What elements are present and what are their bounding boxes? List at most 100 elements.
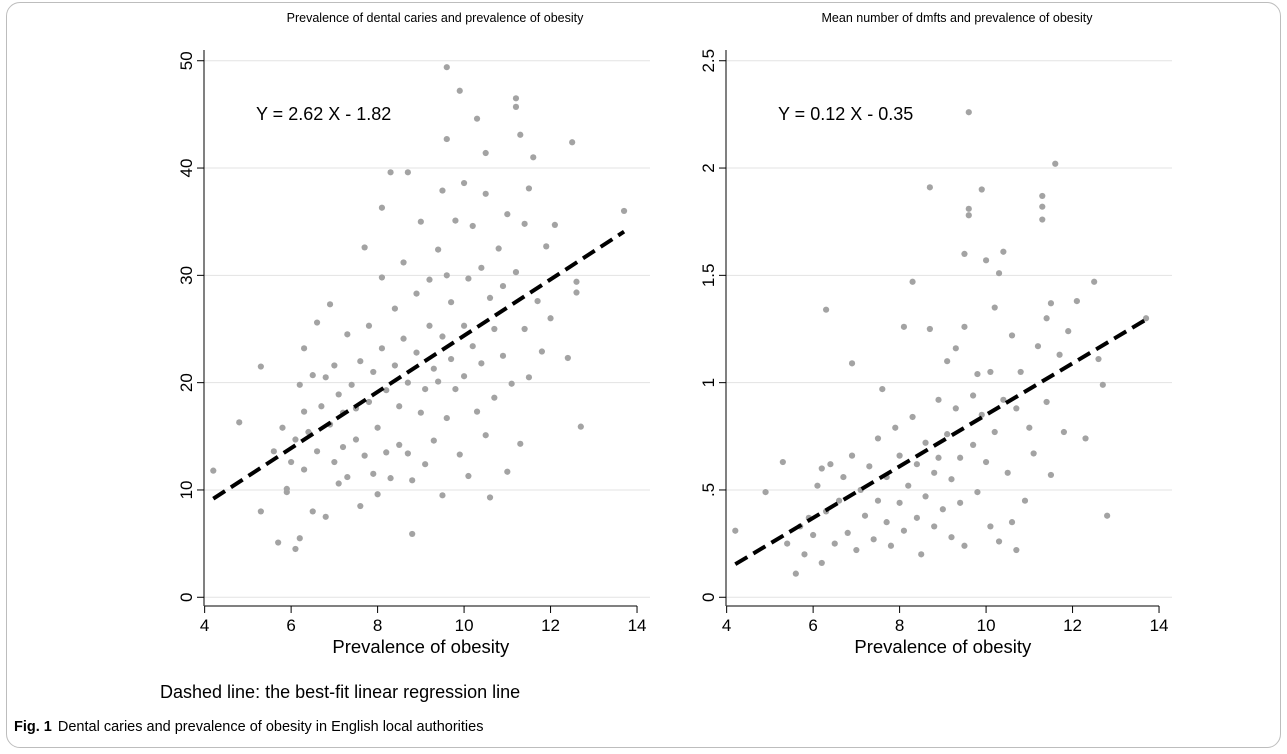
data-point	[1013, 405, 1020, 412]
data-point	[374, 491, 381, 498]
data-point	[322, 374, 329, 381]
data-point	[512, 95, 520, 102]
data-point	[1034, 343, 1042, 350]
data-point	[974, 489, 981, 496]
data-point	[965, 205, 972, 212]
data-point	[257, 508, 264, 515]
data-point	[892, 424, 899, 431]
y-tick-label: 2	[699, 163, 718, 172]
data-point	[430, 437, 437, 444]
data-point	[473, 408, 481, 415]
data-point	[961, 542, 968, 549]
data-point	[844, 529, 851, 536]
data-point	[344, 331, 351, 338]
figure-label: Fig. 1	[14, 719, 52, 735]
regression-line	[734, 317, 1148, 566]
data-point	[887, 542, 895, 549]
data-point	[879, 385, 886, 393]
data-point	[426, 322, 433, 329]
data-point	[577, 423, 584, 430]
data-point	[370, 470, 377, 477]
data-point	[512, 269, 520, 276]
data-point	[439, 492, 446, 499]
data-point	[257, 363, 264, 370]
data-point	[970, 441, 977, 448]
data-point	[409, 530, 416, 538]
data-point	[931, 469, 938, 476]
data-point	[435, 378, 442, 385]
data-point	[1047, 300, 1055, 307]
data-point	[508, 380, 515, 387]
data-point	[236, 419, 243, 426]
data-point	[448, 355, 455, 363]
data-point	[365, 322, 373, 329]
data-point	[439, 333, 446, 340]
data-point	[391, 362, 398, 369]
x-tick-label: 6	[286, 616, 295, 635]
data-point	[339, 443, 347, 451]
data-point	[1021, 497, 1029, 504]
data-point	[1091, 278, 1098, 285]
data-point	[409, 477, 416, 484]
data-point	[443, 135, 450, 143]
data-point	[926, 325, 933, 333]
data-point	[779, 458, 786, 466]
data-point	[762, 489, 769, 496]
data-point	[564, 354, 571, 362]
data-point	[970, 392, 977, 399]
data-point	[944, 358, 951, 365]
data-point	[909, 413, 916, 421]
data-point	[1104, 512, 1111, 519]
data-point	[275, 539, 282, 546]
data-point	[957, 499, 964, 506]
data-point	[835, 497, 843, 504]
data-point	[918, 551, 925, 558]
data-point	[848, 452, 856, 459]
data-point	[383, 449, 390, 456]
data-point	[1073, 298, 1080, 305]
data-point	[991, 428, 998, 436]
data-point	[422, 461, 429, 468]
data-point	[318, 403, 325, 410]
chart-panel-1: Prevalence of dental caries and prevalen…	[177, 11, 650, 657]
data-point	[374, 424, 381, 431]
data-point	[1008, 519, 1016, 526]
data-point	[848, 360, 856, 367]
data-point	[620, 207, 628, 215]
data-point	[478, 360, 485, 367]
data-point	[991, 304, 998, 311]
data-point	[422, 385, 429, 393]
x-axis-label: Prevalence of obesity	[332, 636, 510, 657]
data-point	[300, 345, 308, 352]
figure-caption: Fig. 1 Dental caries and prevalence of ob…	[14, 719, 483, 735]
data-point	[926, 184, 933, 191]
y-tick-label: 1	[699, 378, 718, 387]
data-point	[460, 179, 468, 187]
data-point	[913, 514, 920, 521]
data-point	[383, 387, 390, 394]
data-point	[326, 301, 334, 308]
data-point	[413, 349, 420, 356]
x-tick-label: 10	[455, 616, 474, 635]
data-point	[922, 493, 929, 500]
data-point	[818, 465, 825, 472]
data-point	[396, 403, 403, 410]
y-tick-label: 0	[699, 593, 718, 602]
data-point	[883, 519, 890, 526]
data-point	[387, 475, 394, 482]
data-point	[296, 535, 303, 542]
data-point	[1056, 351, 1063, 358]
data-point	[443, 414, 450, 422]
data-point	[404, 379, 411, 386]
data-point	[551, 221, 558, 229]
data-point	[521, 325, 528, 333]
data-point	[469, 222, 476, 230]
data-point	[866, 463, 873, 470]
data-point	[439, 187, 446, 194]
x-tick-label: 8	[895, 616, 904, 635]
y-tick-label: 2.5	[699, 49, 718, 73]
data-point	[952, 405, 959, 412]
x-tick-label: 4	[200, 616, 209, 635]
data-point	[357, 502, 364, 510]
data-point	[460, 373, 468, 380]
